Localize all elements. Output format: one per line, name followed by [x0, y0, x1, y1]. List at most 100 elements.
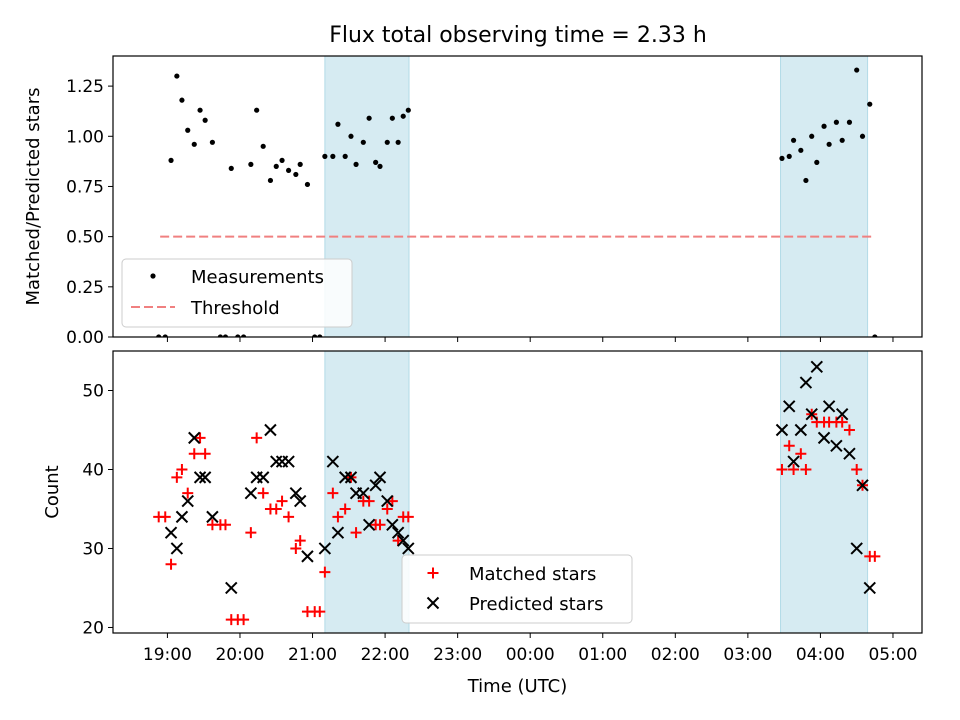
- predicted-stars-point-45: [843, 447, 856, 460]
- measurements-point-57: [872, 334, 878, 337]
- measurements-point-5: [185, 127, 191, 133]
- measurements-point-15: [248, 161, 254, 167]
- ratio-panel: 0.00 0.25 0.50 0.75 1.00 1.25 Matched/Predicte…: [23, 55, 923, 348]
- predicted-stars-point-46: [850, 542, 863, 555]
- measurements-point-37: [384, 139, 390, 145]
- measurements-point-9: [209, 139, 216, 145]
- measurements-point-18: [267, 177, 274, 184]
- count-ytick-label: 20: [82, 618, 104, 638]
- measurements-point-22: [293, 171, 299, 178]
- predicted-stars-point-12: [264, 423, 277, 437]
- measurements-point-19: [273, 163, 279, 169]
- predicted-stars-point-44: [835, 407, 849, 421]
- legend-box: [401, 554, 633, 624]
- matched-stars-point-41: [402, 511, 414, 523]
- legend-plus-marker: [427, 567, 439, 579]
- predicted-stars-point-29: [381, 494, 394, 508]
- legend-x-marker: [426, 596, 440, 610]
- ratio-ytick-label: 1.00: [66, 127, 104, 147]
- measurements-point-44: [790, 137, 797, 143]
- predicted-stars-point-48: [863, 581, 876, 595]
- predicted-stars-point-34: [775, 423, 789, 437]
- measurements-point-35: [373, 159, 379, 165]
- measurements-point-4: [179, 97, 185, 103]
- ratio-ytick-label: 1.25: [66, 77, 104, 97]
- matched-stars-point-4: [176, 463, 188, 475]
- predicted-stars-point-38: [799, 376, 813, 389]
- predicted-stars-point-19: [318, 542, 332, 555]
- matched-stars-point-11: [219, 519, 231, 531]
- count-xtick-label: 19:00: [143, 645, 192, 665]
- measurements-point-45: [798, 147, 804, 153]
- legend-label-matched: Matched stars: [469, 564, 596, 585]
- predicted-stars-point-0: [164, 526, 178, 539]
- matched-stars-point-15: [245, 527, 257, 539]
- count-y-axis-label: Count: [42, 465, 63, 518]
- measurements-point-39: [395, 139, 401, 145]
- measurements-point-33: [360, 139, 366, 145]
- matched-stars-point-45: [795, 448, 807, 460]
- measurements-point-8: [202, 117, 208, 123]
- measurements-point-21: [285, 167, 292, 174]
- matched-stars-point-7: [194, 432, 206, 444]
- measurements-point-51: [833, 119, 839, 125]
- predicted-stars-point-5: [193, 471, 207, 484]
- count-ytick-label: 30: [82, 539, 104, 559]
- ratio-y-axis-label: Matched/Predicted stars: [23, 88, 44, 306]
- matched-stars-point-5: [182, 487, 194, 499]
- predicted-stars-point-8: [225, 581, 238, 595]
- measurements-point-32: [353, 161, 359, 167]
- predicted-stars-point-16: [289, 486, 303, 500]
- measurements-point-36: [377, 163, 383, 169]
- matched-stars-point-46: [800, 463, 812, 475]
- matched-stars-point-26: [314, 606, 326, 618]
- measurements-point-50: [826, 141, 832, 147]
- predicted-stars-point-40: [810, 360, 824, 374]
- matched-stars-point-29: [332, 511, 344, 523]
- matched-stars-point-16: [251, 432, 263, 444]
- predicted-stars-point-43: [830, 439, 843, 452]
- count-axes-frame: [112, 350, 923, 634]
- measurements-point-25: [312, 334, 318, 337]
- count-xtick-label: 00:00: [506, 645, 555, 665]
- matched-stars-point-34: [363, 495, 375, 507]
- predicted-stars-point-9: [244, 486, 258, 500]
- matched-stars-point-32: [350, 527, 362, 539]
- count-xtick-label: 20:00: [215, 645, 264, 665]
- count-xtick-label: 21:00: [288, 645, 337, 665]
- measurements-point-14: [241, 334, 247, 337]
- count-xtick-label: 05:00: [868, 645, 917, 665]
- ratio-plot-area: [156, 67, 878, 337]
- count-ytick-label: 50: [82, 381, 104, 401]
- count-highlight-span-0: [324, 350, 410, 634]
- measurements-point-42: [779, 155, 785, 161]
- measurements-point-46: [803, 177, 809, 184]
- ratio-highlight-span-1: [780, 55, 869, 338]
- measurements-point-52: [839, 137, 845, 143]
- predicted-stars-point-11: [256, 471, 270, 484]
- count-x-axis-label: Time (UTC): [467, 676, 568, 697]
- matched-stars-point-1: [159, 511, 171, 523]
- measurements-point-38: [389, 115, 395, 121]
- measurements-point-7: [197, 107, 203, 113]
- measurements-point-28: [330, 153, 336, 159]
- measurements-point-31: [348, 133, 354, 139]
- predicted-stars-point-47: [856, 479, 869, 492]
- measurements-point-17: [260, 143, 266, 149]
- predicted-stars-point-17: [293, 494, 307, 508]
- predicted-stars-point-26: [362, 518, 376, 531]
- predicted-stars-point-13: [270, 455, 283, 468]
- matched-stars-point-20: [276, 495, 288, 507]
- measurements-point-3: [174, 73, 180, 79]
- count-xtick-label: 04:00: [796, 645, 845, 665]
- measurements-point-13: [235, 334, 241, 337]
- count-xtick-label: 22:00: [361, 645, 410, 665]
- count-xtick-label: 02:00: [651, 645, 700, 665]
- predicted-stars-point-3: [181, 494, 194, 508]
- measurements-point-0: [156, 334, 162, 337]
- predicted-stars-point-33: [402, 542, 415, 555]
- predicted-stars-point-20: [326, 455, 340, 468]
- measurements-point-24: [304, 181, 311, 188]
- ratio-legend: Measurements Threshold: [121, 258, 353, 328]
